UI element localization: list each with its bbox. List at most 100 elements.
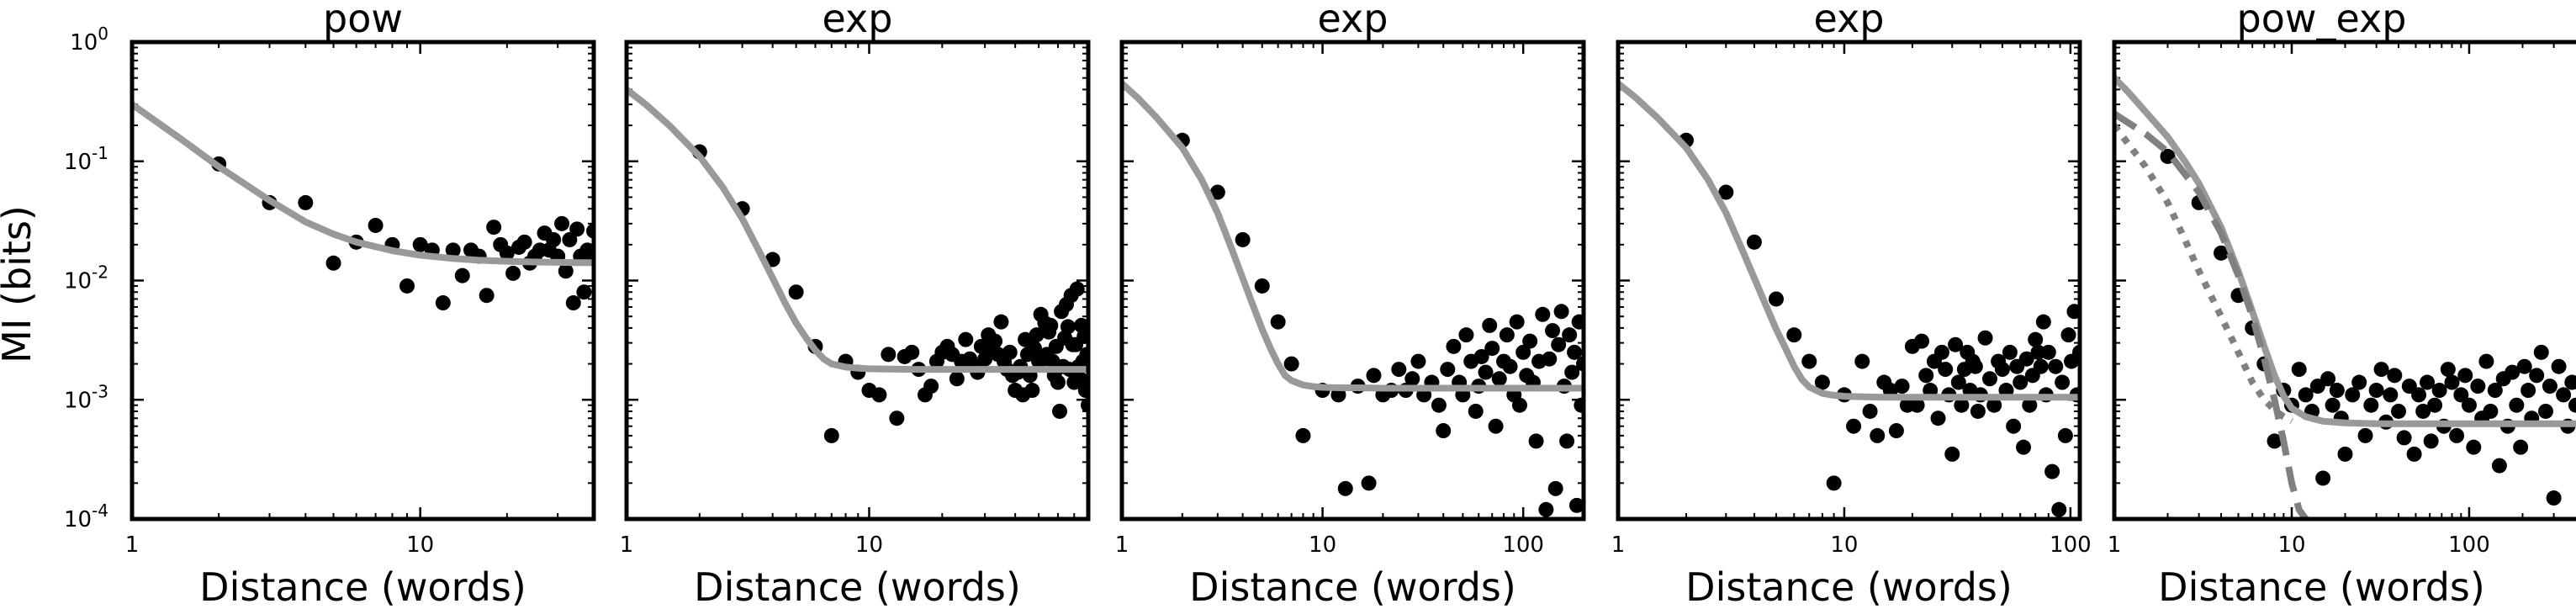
y-tick-label: 100 <box>70 24 108 56</box>
data-point <box>298 194 314 210</box>
data-point <box>2505 364 2520 380</box>
data-point <box>1050 374 1066 390</box>
data-point <box>1270 314 1286 330</box>
data-point <box>1361 475 1377 491</box>
data-point <box>1567 344 1583 360</box>
data-point <box>1468 403 1484 419</box>
data-point <box>2329 383 2345 399</box>
data-point <box>583 245 594 261</box>
data-point <box>2214 245 2230 261</box>
data-point <box>2351 374 2367 390</box>
data-point <box>1994 362 2010 378</box>
data-point <box>1072 371 1088 387</box>
chart-panel-4: exp Distance (words) 1 10 100 <box>1611 0 2092 609</box>
data-point <box>2478 353 2494 369</box>
data-point <box>1482 317 1498 333</box>
plot-area <box>1618 80 2080 517</box>
data-point <box>368 217 383 233</box>
data-point <box>1938 362 1954 378</box>
data-point <box>2542 379 2557 395</box>
data-point <box>2411 387 2427 403</box>
data-point <box>1209 184 1225 200</box>
chart-panel-5: pow_exp Distance (words) 1 10 100 <box>2108 0 2576 609</box>
data-point <box>1029 327 1045 343</box>
data-point <box>2325 397 2341 413</box>
data-point <box>1535 306 1551 322</box>
data-point <box>2551 358 2567 374</box>
plot-area <box>627 86 1088 443</box>
data-point <box>2055 374 2071 390</box>
fit-curve-solid <box>132 101 594 267</box>
data-point <box>2491 458 2507 474</box>
data-point <box>2444 374 2460 390</box>
data-point <box>2470 379 2486 395</box>
plot-area <box>132 101 594 311</box>
data-point <box>1410 353 1426 369</box>
data-point <box>2267 433 2282 449</box>
data-point <box>1404 371 1420 387</box>
data-point <box>1786 327 1802 343</box>
data-point <box>1043 317 1059 333</box>
data-point <box>516 234 532 250</box>
data-point <box>2383 387 2399 403</box>
data-point <box>1488 418 1504 434</box>
data-point <box>2440 362 2456 378</box>
data-point <box>1768 291 1784 307</box>
data-point <box>923 379 939 395</box>
data-point <box>1944 446 1960 462</box>
data-point <box>1440 362 1456 378</box>
chart-panel-3: exp Distance (words) 1 10 100 <box>1115 0 1586 609</box>
x-tick-label: 10 <box>406 532 434 558</box>
data-point <box>958 331 974 347</box>
x-tick-label: 1 <box>1115 532 1129 558</box>
data-point <box>1478 364 1494 380</box>
panel-title: exp <box>1814 0 1885 41</box>
data-point <box>1977 330 1993 346</box>
data-point <box>1511 397 1527 413</box>
data-point <box>2048 358 2064 374</box>
data-point <box>2529 368 2545 384</box>
data-point <box>399 278 415 294</box>
fit-curve-solid <box>1122 80 1584 392</box>
data-point <box>2396 430 2412 446</box>
data-point <box>2044 463 2060 479</box>
data-point <box>1970 403 1986 419</box>
data-point <box>1986 397 2002 413</box>
data-point <box>1870 427 1886 443</box>
data-point <box>1862 403 1878 419</box>
axes-frame <box>130 40 596 522</box>
data-point <box>486 220 502 236</box>
data-point <box>1826 475 1842 491</box>
data-point <box>2033 358 2049 374</box>
data-point <box>1981 371 1997 387</box>
data-point <box>987 333 1003 349</box>
data-point <box>2320 371 2336 387</box>
x-axis-label: Distance (words) <box>199 564 526 609</box>
y-tick-label: 10-4 <box>64 500 108 532</box>
data-point <box>1846 418 1862 434</box>
data-point <box>1027 341 1043 357</box>
data-point <box>1568 497 1584 513</box>
data-point <box>435 295 451 311</box>
data-point <box>2030 344 2046 360</box>
data-point <box>2035 314 2051 330</box>
data-point <box>1366 368 1382 384</box>
data-point <box>2002 344 2018 360</box>
data-point <box>1542 351 1558 367</box>
data-point <box>2427 397 2443 413</box>
data-point <box>1436 423 1452 439</box>
data-point <box>2457 368 2473 384</box>
data-point <box>871 387 887 403</box>
data-point <box>1562 327 1578 343</box>
data-point <box>1894 379 1910 395</box>
data-point <box>1551 336 1567 352</box>
data-point <box>565 295 581 311</box>
data-point <box>1553 304 1569 320</box>
data-point <box>2537 403 2553 419</box>
data-point <box>881 347 897 363</box>
y-tick-label: 10-1 <box>64 143 108 175</box>
data-point <box>1060 319 1076 335</box>
data-point <box>949 371 965 387</box>
data-point <box>2060 327 2076 343</box>
